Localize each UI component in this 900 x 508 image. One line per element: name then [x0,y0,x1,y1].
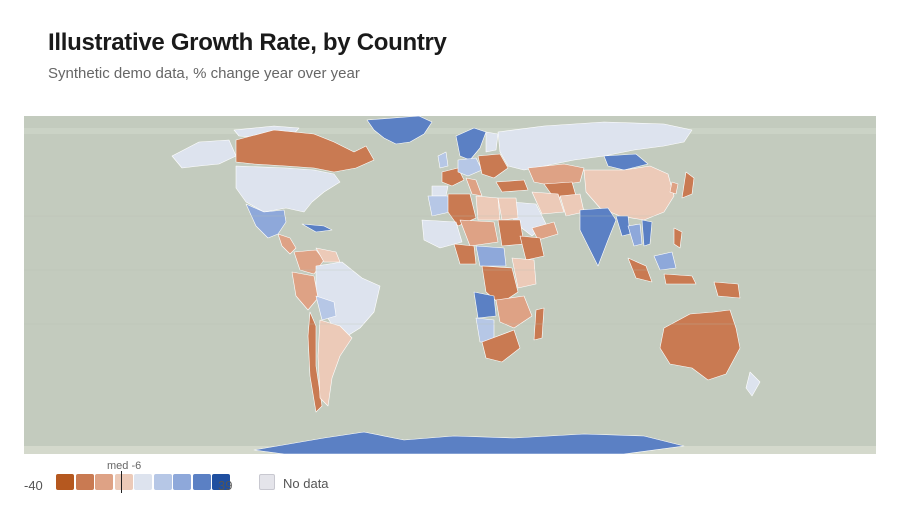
country-spain [431,185,449,197]
world-choropleth-map [24,116,876,454]
country-niger-chad [459,219,499,247]
country-zambia-mozambique [495,295,533,329]
country-peru [291,271,319,311]
ocean-top-band [24,128,876,134]
country-indonesia-east [663,273,697,285]
country-venezuela [315,247,341,263]
country-germany-central [457,157,483,177]
legend-median-tick [121,471,122,493]
country-central-africa [475,245,507,267]
country-west-africa [421,219,463,249]
country-mongolia [603,153,649,171]
legend-swatch [75,474,94,490]
country-china [583,165,675,221]
legend-swatch [192,474,211,490]
chart-title: Illustrative Growth Rate, by Country [48,29,447,56]
legend-swatch [56,474,74,490]
color-legend: -40 med -6 39 No data [24,460,444,500]
country-canada [235,129,375,173]
legend-no-data-swatch [259,474,275,490]
country-argentina [317,319,353,407]
country-indonesia-borneo [653,251,677,271]
country-new-zealand [745,371,761,397]
country-morocco-nw-africa [427,195,451,217]
chart-subtitle: Synthetic demo data, % change year over … [48,65,360,82]
country-bolivia [315,295,337,321]
legend-swatch [173,474,191,490]
country-antarctica [253,431,685,454]
legend-median-label: med -6 [107,460,142,472]
country-finland [485,131,499,153]
legend-swatch [153,474,172,490]
legend-swatch [212,474,230,490]
country-ethiopia [519,235,545,261]
country-caribbean [301,223,333,233]
legend-swatch [114,474,133,490]
country-egypt [497,197,519,221]
country-greenland [366,116,433,145]
country-nigeria [453,243,477,265]
country-mexico [245,203,287,239]
country-uk [437,151,449,169]
country-korea [669,181,679,195]
country-eastern-europe [477,153,509,179]
country-angola [473,291,497,319]
legend-min-label: -40 [24,478,43,493]
country-south-africa [481,329,521,363]
legend-swatch [95,474,113,490]
country-sudan [497,219,525,247]
country-italy [465,177,483,197]
country-alaska [171,139,237,169]
country-east-africa [511,257,537,289]
country-india [579,207,617,267]
country-norway-sweden [455,127,487,161]
country-central-america [277,233,297,255]
country-australia [659,309,741,381]
country-oman-yemen [531,221,559,241]
legend-max-label: 39 [218,478,233,493]
ocean [24,116,876,454]
country-chile [307,311,323,413]
country-turkey [495,179,529,193]
country-russia [497,121,693,171]
country-vietnam [641,219,653,247]
legend-swatch [134,474,152,490]
country-papua [713,281,741,299]
country-libya [475,195,501,221]
country-japan [681,171,695,199]
country-usa [235,165,341,213]
country-philippines [673,227,683,249]
legend-no-data-label: No data [283,476,329,491]
country-kazakhstan [527,163,585,187]
country-iran [531,191,565,215]
country-thailand [627,223,643,247]
